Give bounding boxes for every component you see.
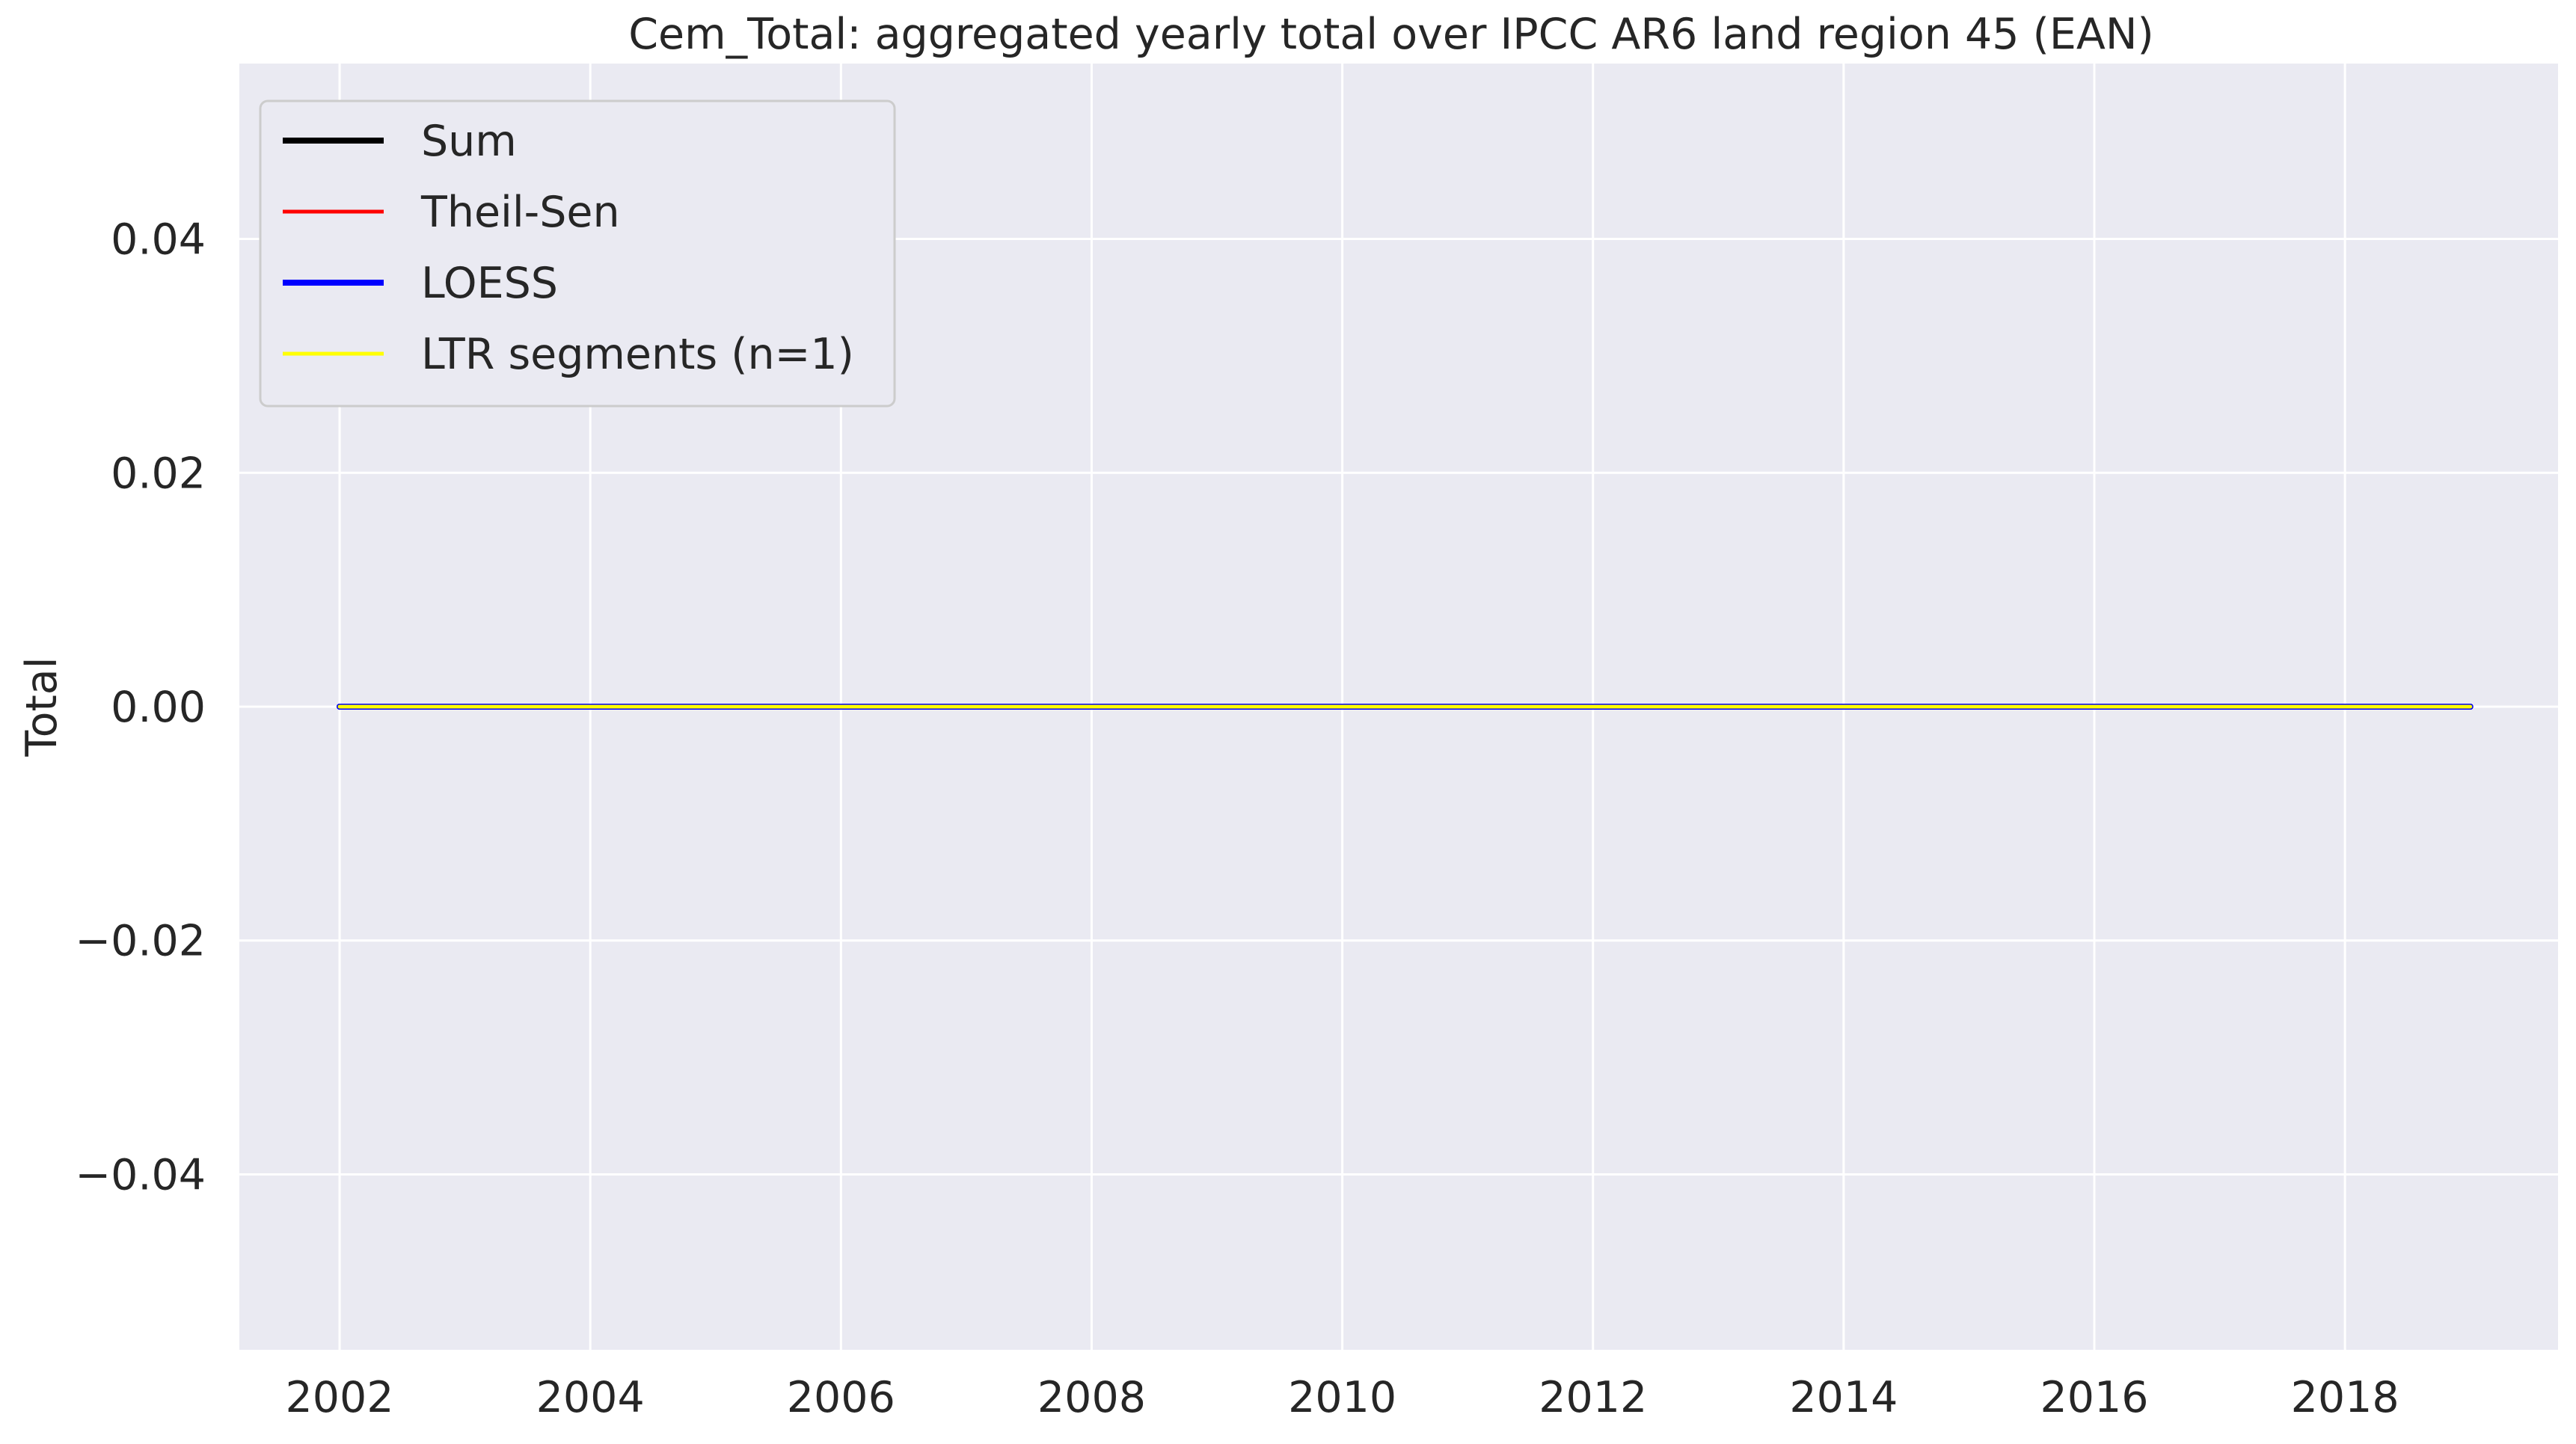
x-tick-label: 2002 xyxy=(286,1373,394,1422)
x-tick-label: 2006 xyxy=(787,1373,895,1422)
y-tick-label: −0.04 xyxy=(75,1150,206,1199)
legend-label: Sum xyxy=(421,117,517,166)
y-tick-label: 0.04 xyxy=(111,215,206,265)
x-tick-label: 2016 xyxy=(2040,1373,2148,1422)
x-tick-label: 2004 xyxy=(536,1373,645,1422)
chart-title: Cem_Total: aggregated yearly total over … xyxy=(628,10,2153,59)
legend: Sum Theil-Sen LOESS LTR segments (n=1) xyxy=(259,99,896,408)
x-tick-label: 2010 xyxy=(1288,1373,1396,1422)
legend-label: LTR segments (n=1) xyxy=(421,330,854,379)
x-tick-label: 2008 xyxy=(1037,1373,1146,1422)
y-tick-label: −0.02 xyxy=(75,917,206,966)
legend-label: LOESS xyxy=(421,259,558,308)
tick-labels: 2002 2004 2006 2008 2010 2012 2014 2016 2018 0.04… xyxy=(75,215,2399,1422)
x-tick-label: 2014 xyxy=(1789,1373,1898,1422)
y-tick-label: 0.00 xyxy=(111,683,206,732)
legend-box xyxy=(259,99,896,408)
x-tick-label: 2012 xyxy=(1539,1373,1647,1422)
legend-label: Theil-Sen xyxy=(420,188,620,237)
y-axis-label: Total xyxy=(17,657,67,757)
y-tick-label: 0.02 xyxy=(111,449,206,498)
x-tick-label: 2018 xyxy=(2291,1373,2399,1422)
